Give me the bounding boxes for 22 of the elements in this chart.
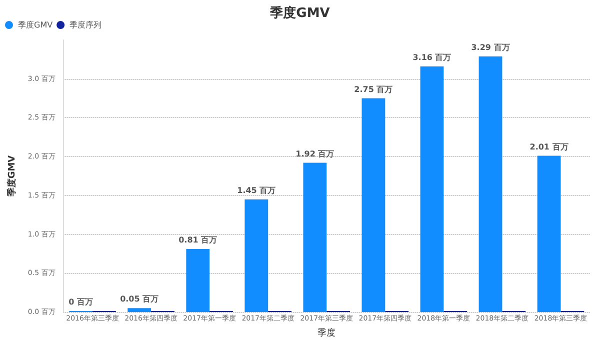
data-label: 2.75 百万 [354,84,393,94]
bar [537,156,561,312]
bar [186,249,210,312]
legend-label: 季度序列 [70,20,102,30]
legend-label: 季度GMV [18,20,54,30]
x-axis-title: 季度 [318,328,336,338]
bar [244,199,268,312]
data-label: 2.01 百万 [530,142,568,152]
bar [128,308,152,312]
y-axis-title: 季度GMV [6,155,18,198]
data-label: 0.81 百万 [178,236,218,245]
data-label: 0 百万 [68,298,93,306]
bar [478,56,502,312]
bar [420,66,444,312]
data-label: 1.92 百万 [296,149,334,158]
chart-title: 季度GMV [269,5,330,21]
data-label: 3.29 百万 [471,42,510,52]
data-label: 1.45 百万 [237,186,276,195]
bar [303,162,327,312]
bar [362,98,386,312]
data-label: 0.05 百万 [120,294,159,304]
data-label: 3.16 百万 [412,52,452,62]
